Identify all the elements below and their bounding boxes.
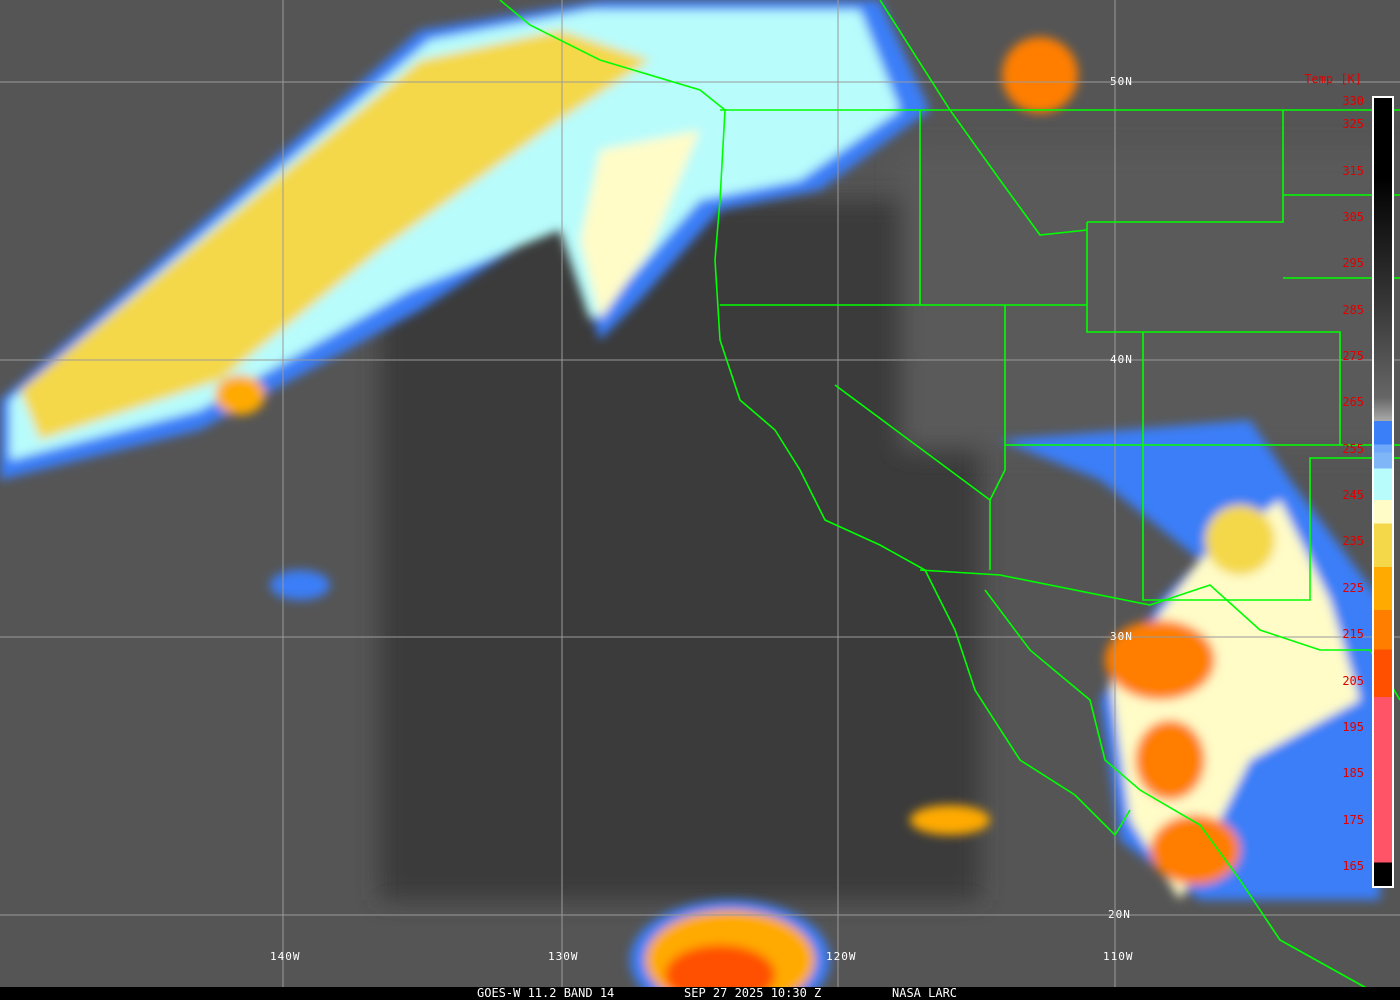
colorbar-tick-label: 325 (1342, 117, 1364, 132)
coastlines-and-borders (499, 0, 1400, 991)
colorbar-tick-label: 235 (1342, 534, 1364, 549)
colorbar-tick-label: 265 (1342, 395, 1364, 410)
dark-ocean (380, 200, 980, 900)
lon-label-120w: 120W (826, 950, 857, 963)
caption-datetime: SEP 27 2025 10:30 Z (684, 986, 822, 1000)
colorbar-tick-label: 285 (1342, 302, 1364, 317)
colorbar-tick-label: 205 (1342, 673, 1364, 688)
colorbar-tick-label: 185 (1342, 766, 1364, 781)
colorbar-title: Temp [K] (1304, 72, 1362, 86)
caption-agency: NASA LARC (892, 986, 958, 1000)
caption-satellite: GOES-W 11.2 BAND 14 (477, 986, 615, 1000)
colorbar-tick-label: 225 (1342, 580, 1364, 595)
colorbar-tick-label: 275 (1342, 349, 1364, 363)
temperature-colorbar (1372, 96, 1394, 888)
colorbar-tick-label: 215 (1342, 627, 1364, 642)
lon-label-140w: 140W (270, 950, 301, 963)
colorbar-tick-label: 245 (1342, 488, 1364, 503)
colorbar-tick-label: 255 (1342, 441, 1364, 456)
colorbar-tick-label: 295 (1342, 256, 1364, 271)
lat-label-40n: 40N (1110, 353, 1133, 366)
caption-bar: GOES-W 11.2 BAND 14 SEP 27 2025 10:30 Z … (0, 987, 1400, 1000)
colorbar-tick-label: 315 (1342, 163, 1364, 178)
colorbar-tick-label: 330 (1342, 94, 1364, 108)
lat-label-50n: 50N (1110, 75, 1133, 88)
lon-label-130w: 130W (548, 950, 579, 963)
colorbar-tick-label: 165 (1342, 859, 1364, 873)
colorbar-tick-label: 195 (1342, 719, 1364, 734)
land-area (900, 150, 1400, 450)
colorbar-tick-label: 175 (1342, 812, 1364, 827)
lat-label-20n: 20N (1108, 908, 1131, 921)
colorbar-tick-label: 305 (1342, 209, 1364, 224)
lat-label-30n: 30N (1110, 630, 1133, 643)
lon-label-110w: 110W (1103, 950, 1134, 963)
